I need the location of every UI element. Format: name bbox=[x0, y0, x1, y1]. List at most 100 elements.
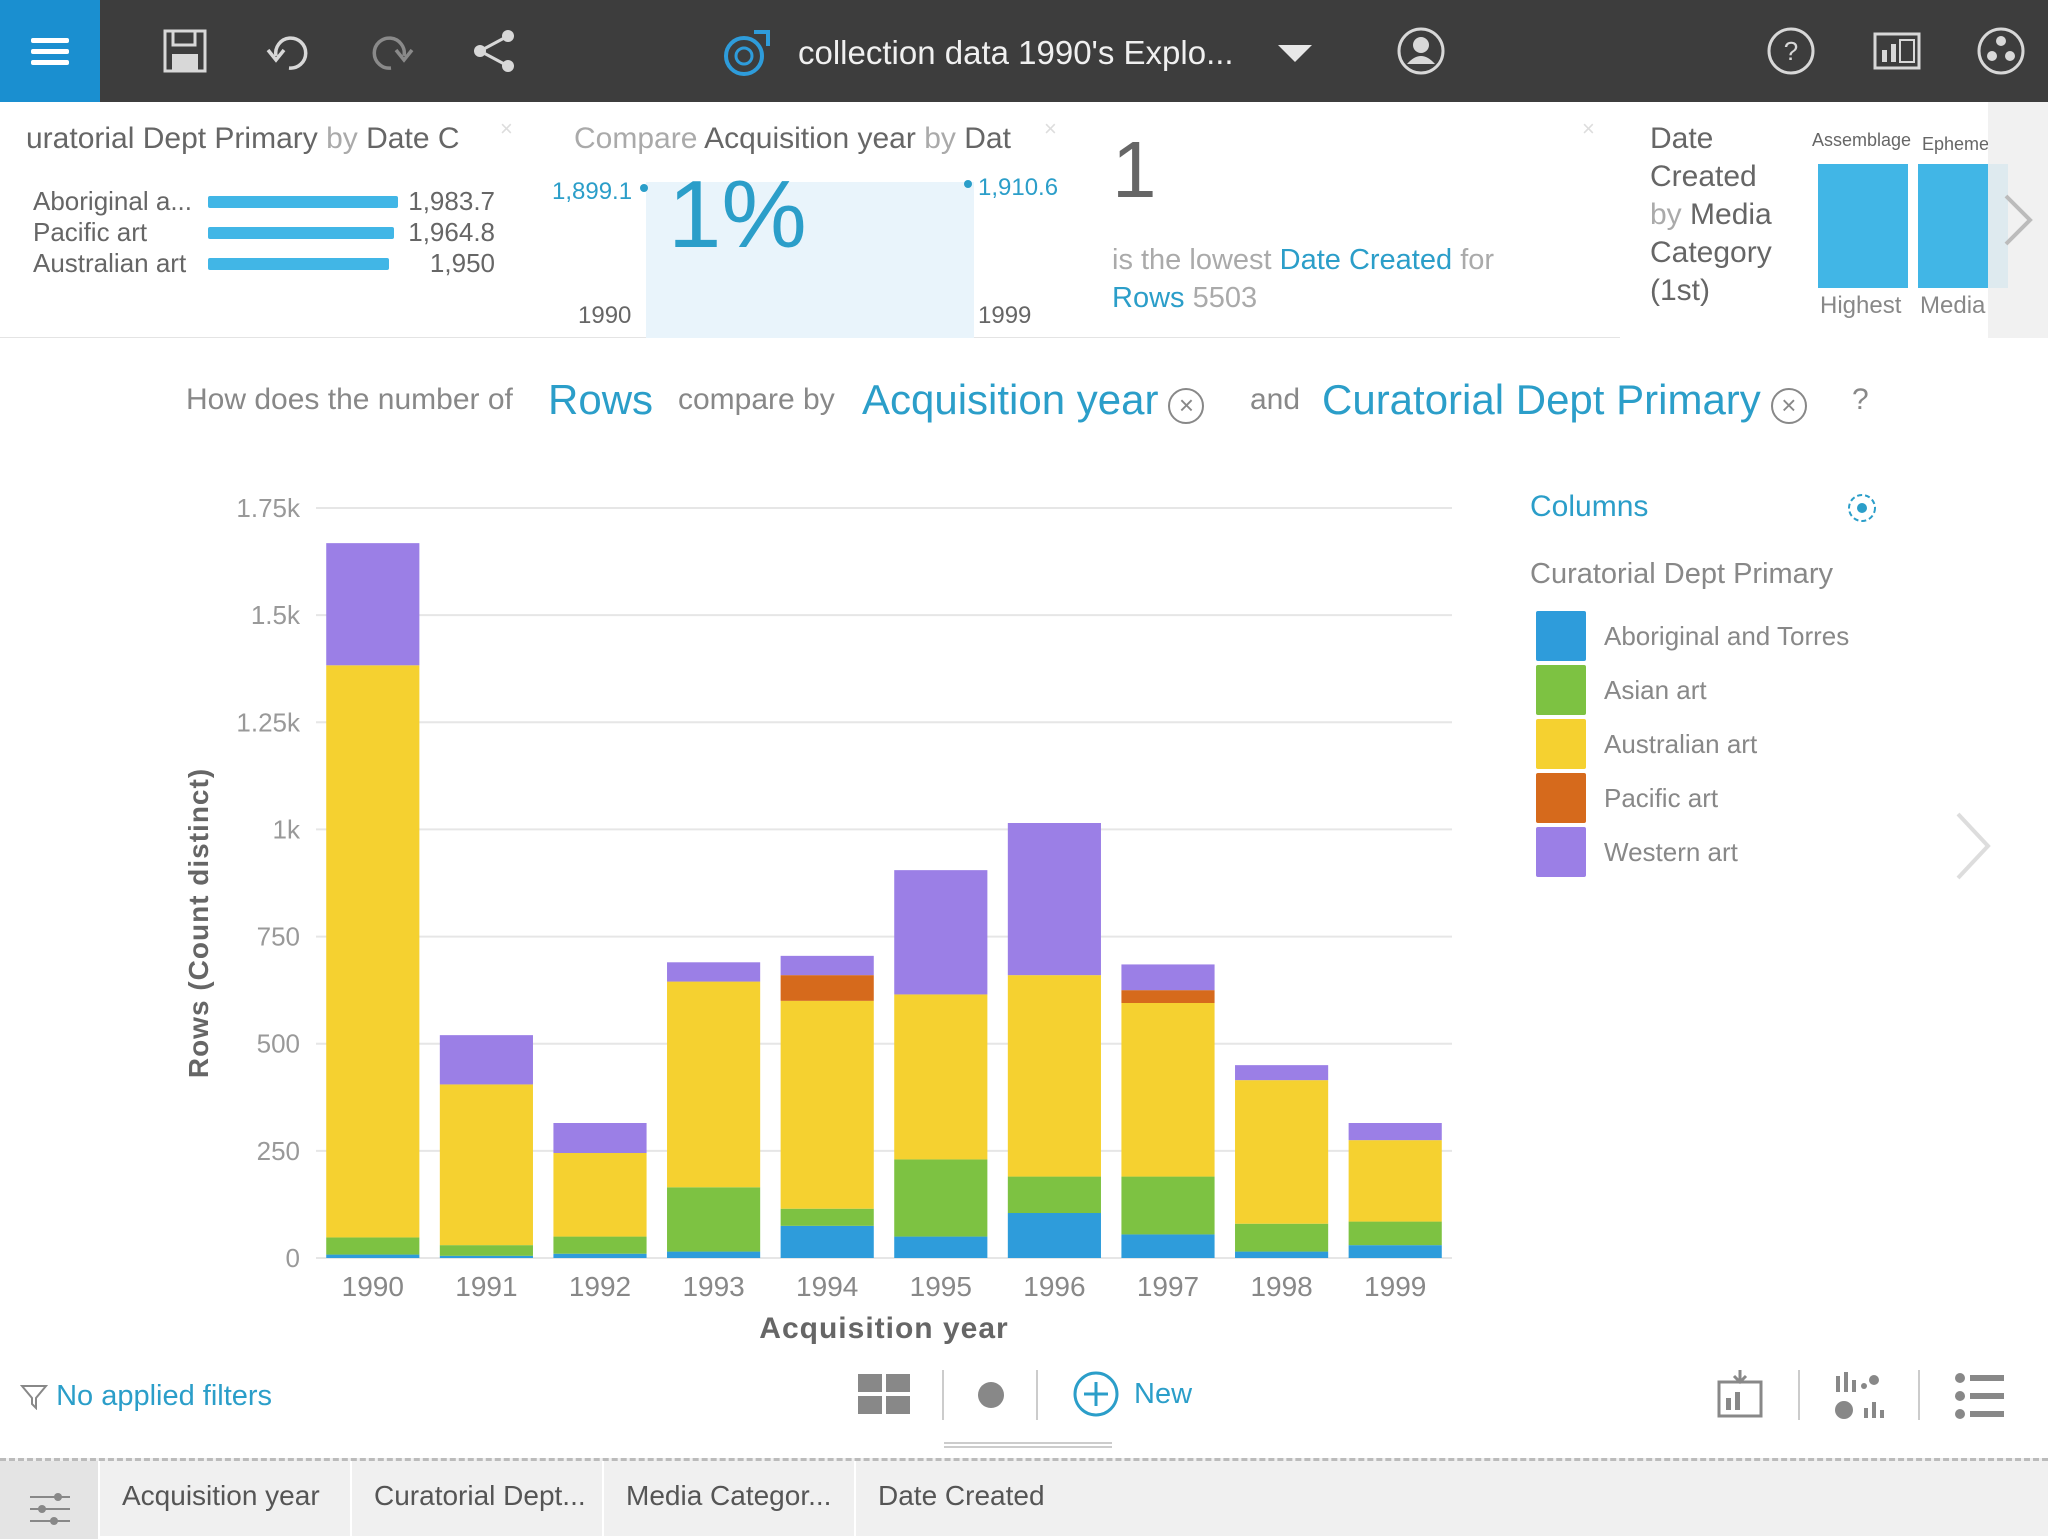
insight-card-ranking[interactable]: uratorial Dept Primary by Date C × Abori… bbox=[0, 102, 530, 338]
card-title: Compare Acquisition year by Dat bbox=[574, 122, 1011, 156]
legend-item[interactable]: Western art bbox=[1530, 821, 1910, 877]
bar-segment[interactable] bbox=[1348, 1221, 1442, 1246]
list-icon[interactable] bbox=[1954, 1372, 2004, 1420]
question-measure-token[interactable]: Rows bbox=[548, 376, 654, 423]
y-tick-label: 1.75k bbox=[236, 493, 301, 523]
tray-settings-button[interactable] bbox=[0, 1461, 100, 1539]
bar-segment[interactable] bbox=[1348, 1140, 1442, 1222]
question-dimension1-token[interactable]: Acquisition year bbox=[862, 376, 1159, 423]
bar-segment[interactable] bbox=[667, 962, 761, 982]
collaborators-icon[interactable] bbox=[1976, 26, 2026, 76]
add-to-dashboard-icon[interactable] bbox=[1716, 1370, 1764, 1420]
bar-segment[interactable] bbox=[439, 1084, 533, 1246]
y-axis-title: Rows (Count distinct) bbox=[183, 768, 214, 1078]
chart-types-icon[interactable] bbox=[1832, 1370, 1886, 1422]
hamburger-menu-button[interactable] bbox=[0, 0, 100, 102]
legend-swatch bbox=[1536, 611, 1586, 661]
bar-segment[interactable] bbox=[780, 1225, 874, 1258]
share-icon[interactable] bbox=[470, 26, 520, 76]
bar-segment[interactable] bbox=[326, 665, 420, 1238]
bar-segment[interactable] bbox=[1007, 975, 1101, 1177]
save-icon[interactable] bbox=[160, 26, 210, 76]
bar-segment[interactable] bbox=[1235, 1080, 1329, 1224]
bar-segment[interactable] bbox=[1235, 1223, 1329, 1252]
legend-item[interactable]: Asian art bbox=[1530, 659, 1910, 715]
bar-segment[interactable] bbox=[780, 1208, 874, 1226]
end-value: 1,910.6 bbox=[978, 174, 1059, 201]
bar-segment[interactable] bbox=[1007, 1213, 1101, 1258]
bar-segment[interactable] bbox=[1121, 990, 1215, 1003]
bar-segment[interactable] bbox=[894, 994, 988, 1160]
remove-icon[interactable]: × bbox=[1770, 388, 1807, 425]
bar-segment[interactable] bbox=[780, 955, 874, 976]
redo-icon[interactable] bbox=[366, 26, 416, 76]
bar-segment[interactable] bbox=[439, 1255, 533, 1258]
chevron-right-icon[interactable] bbox=[2000, 192, 2036, 248]
bar-segment[interactable] bbox=[894, 870, 988, 995]
bar-segment[interactable] bbox=[894, 1159, 988, 1237]
grid-view-icon[interactable] bbox=[858, 1374, 910, 1414]
document-title-area[interactable]: collection data 1990's Explo... bbox=[720, 26, 1312, 80]
legend-item[interactable]: Aboriginal and Torres bbox=[1530, 605, 1910, 661]
bar-segment[interactable] bbox=[1348, 1245, 1442, 1258]
bar-segment[interactable] bbox=[326, 1237, 420, 1255]
insight-card-category[interactable]: Date Created by Media Category (1st) Ass… bbox=[1620, 102, 2048, 338]
question-help[interactable]: ? bbox=[1852, 383, 1869, 416]
start-value: 1,899.1 bbox=[552, 178, 633, 205]
bar-segment[interactable] bbox=[1007, 823, 1101, 976]
help-icon[interactable]: ? bbox=[1766, 26, 1816, 76]
chevron-right-icon[interactable] bbox=[1950, 810, 1994, 882]
insight-card-lowest[interactable]: × 1 is the lowest Date Created for Rows … bbox=[1090, 102, 1600, 338]
ranking-bar bbox=[208, 227, 394, 239]
close-icon[interactable]: × bbox=[1044, 116, 1057, 141]
close-icon[interactable]: × bbox=[1582, 116, 1595, 141]
chevron-down-icon[interactable] bbox=[1277, 44, 1312, 62]
bar-segment[interactable] bbox=[553, 1253, 647, 1258]
bar-segment[interactable] bbox=[780, 1000, 874, 1209]
y-tick-label: 750 bbox=[257, 922, 300, 952]
bar-segment[interactable] bbox=[1121, 1234, 1215, 1258]
remove-icon[interactable]: × bbox=[1168, 388, 1205, 425]
bar-segment[interactable] bbox=[1235, 1251, 1329, 1258]
bar-segment[interactable] bbox=[439, 1245, 533, 1256]
filters-indicator[interactable]: No applied filters bbox=[19, 1380, 272, 1413]
bar-segment[interactable] bbox=[439, 1035, 533, 1085]
bar-segment[interactable] bbox=[553, 1236, 647, 1254]
bar-segment[interactable] bbox=[1007, 1176, 1101, 1213]
bar-segment[interactable] bbox=[667, 1187, 761, 1252]
bar-segment[interactable] bbox=[780, 975, 874, 1001]
bar-segment[interactable] bbox=[326, 1254, 420, 1258]
legend-item[interactable]: Pacific art bbox=[1530, 767, 1910, 823]
bar-segment[interactable] bbox=[1121, 1003, 1215, 1177]
category-foot-label: Highest bbox=[1820, 292, 1902, 319]
card-title-by: by bbox=[1650, 198, 1682, 231]
bar-segment[interactable] bbox=[894, 1236, 988, 1258]
legend-item[interactable]: Australian art bbox=[1530, 713, 1910, 769]
bar-segment[interactable] bbox=[1121, 1176, 1215, 1235]
data-tab-date-created[interactable]: Date Created bbox=[854, 1461, 1106, 1539]
question-dimension2-token[interactable]: Curatorial Dept Primary bbox=[1322, 376, 1761, 423]
bar-segment[interactable] bbox=[667, 981, 761, 1188]
bar-segment[interactable] bbox=[553, 1123, 647, 1153]
dashboard-icon[interactable] bbox=[1872, 26, 1922, 76]
bar-segment[interactable] bbox=[667, 1251, 761, 1258]
nl-question: How does the number of Rows compare by A… bbox=[0, 360, 2048, 440]
insight-card-compare[interactable]: Compare Acquisition year by Dat × 1,899.… bbox=[540, 102, 1080, 338]
user-icon[interactable] bbox=[1396, 26, 1446, 76]
svg-text:?: ? bbox=[1784, 36, 1798, 66]
bar-segment[interactable] bbox=[1348, 1123, 1442, 1141]
settings-gear-icon[interactable] bbox=[1844, 490, 1880, 526]
page-dot-icon[interactable] bbox=[976, 1380, 1006, 1410]
drag-handle[interactable] bbox=[944, 1442, 1112, 1448]
bar-segment[interactable] bbox=[553, 1153, 647, 1237]
undo-icon[interactable] bbox=[264, 26, 314, 76]
data-tab-acquisition-year[interactable]: Acquisition year bbox=[98, 1461, 350, 1539]
new-button[interactable]: New bbox=[1072, 1370, 1192, 1418]
bar-segment[interactable] bbox=[1121, 964, 1215, 991]
cards-scroll-area bbox=[1988, 102, 2048, 338]
data-tab-curatorial-dept[interactable]: Curatorial Dept... bbox=[350, 1461, 602, 1539]
data-tab-media-category[interactable]: Media Categor... bbox=[602, 1461, 854, 1539]
close-icon[interactable]: × bbox=[500, 116, 513, 141]
bar-segment[interactable] bbox=[326, 543, 420, 666]
bar-segment[interactable] bbox=[1235, 1065, 1329, 1081]
